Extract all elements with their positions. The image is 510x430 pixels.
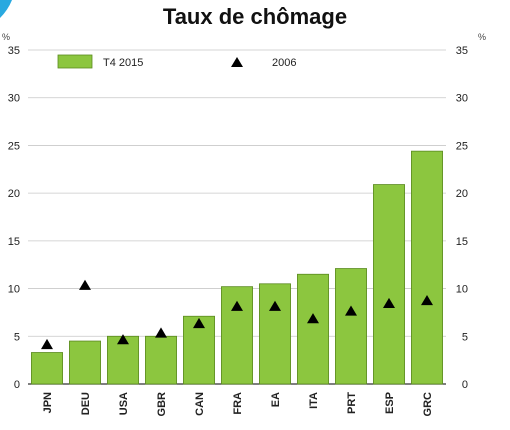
bar-prt [335,268,367,385]
marker-2006-fra [231,300,243,311]
corner-accent-shape [0,0,12,18]
x-tick-label-ita: ITA [308,392,320,409]
marker-2006-deu [79,279,91,290]
y-tick-label-left: 25 [8,140,20,152]
legend: T4 2015 2006 [57,54,296,69]
x-tick-label-esp: ESP [384,392,396,414]
y-axis-left-unit: % [2,32,10,42]
bar-esp [373,184,405,385]
bar-ea [259,283,291,385]
bars-layer [31,150,443,385]
y-tick-label-right: 15 [456,236,468,248]
x-tick-label-grc: GRC [422,392,434,417]
y-axis-left: 0 5 10 15 20 25 30 35 [8,45,20,391]
markers-layer [41,279,433,350]
x-tick-label-jpn: JPN [42,392,54,413]
y-tick-label-right: 30 [456,93,468,105]
y-tick-label-left: 10 [8,284,20,296]
x-tick-label-usa: USA [118,392,130,415]
y-tick-label-right: 10 [456,284,468,296]
bar-jpn [31,352,63,385]
legend-swatch-bar [57,54,93,69]
x-axis-categories: JPN DEU USA GBR CAN FRA EA ITA PRT ESP GRC [42,392,434,417]
y-axis-right-unit: % [478,32,486,42]
marker-2006-jpn [41,338,53,350]
x-tick-label-gbr: GBR [156,392,168,417]
x-tick-label-deu: DEU [80,392,92,415]
marker-2006-esp [383,297,395,309]
y-tick-label-right: 20 [456,188,468,200]
chart-title: Taux de chômage [163,4,347,29]
marker-2006-gbr [155,327,167,338]
y-tick-label-left: 20 [8,188,20,200]
y-tick-label-right: 5 [462,331,468,343]
x-tick-label-ea: EA [270,392,282,407]
legend-label-marker: 2006 [272,57,296,69]
marker-2006-prt [345,305,357,316]
bar-grc [411,150,443,385]
marker-2006-can [193,317,205,329]
marker-2006-ita [307,313,319,324]
bar-deu [69,340,101,385]
legend-swatch-marker [231,57,243,67]
y-tick-label-left: 15 [8,236,20,248]
x-tick-label-prt: PRT [346,392,358,414]
y-axis-right: 0 5 10 15 20 25 30 35 [456,45,468,391]
bar-ita [297,273,329,385]
bar-gbr [145,335,177,385]
y-tick-label-left: 0 [14,379,20,391]
x-tick-label-fra: FRA [232,392,244,415]
marker-2006-grc [421,294,433,306]
y-tick-label-left: 35 [8,45,20,57]
y-tick-label-right: 0 [462,379,468,391]
y-tick-label-left: 5 [14,331,20,343]
y-tick-label-right: 25 [456,140,468,152]
legend-label-bar: T4 2015 [103,57,143,69]
marker-2006-ea [269,300,281,311]
x-tick-label-can: CAN [194,392,206,416]
y-tick-label-right: 35 [456,45,468,57]
y-tick-label-left: 30 [8,93,20,105]
marker-2006-usa [117,334,129,345]
